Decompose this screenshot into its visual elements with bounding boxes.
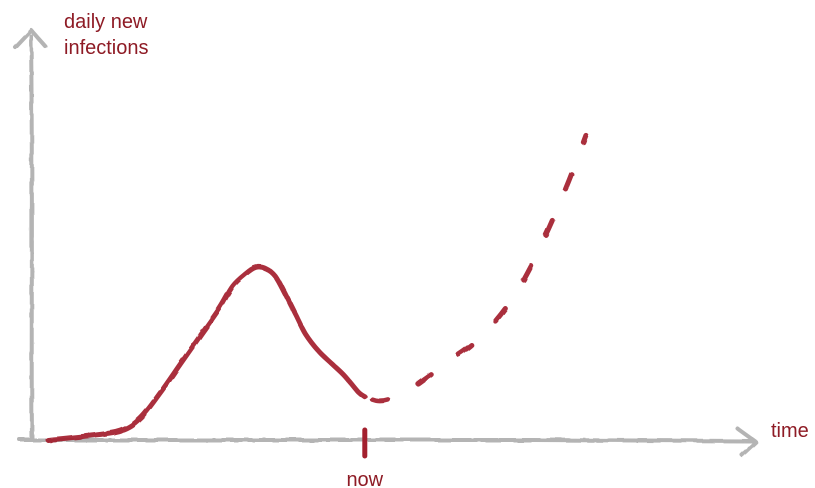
- now-marker-label: now: [346, 469, 383, 488]
- x-axis: [18, 437, 755, 443]
- x-axis-arrowhead: [736, 427, 758, 457]
- projected-infections-line: [362, 132, 589, 404]
- y-axis-label-line-2: infections: [64, 37, 149, 59]
- y-axis-label-line-1: daily new: [64, 11, 148, 33]
- y-axis-arrowhead: [13, 28, 47, 49]
- axes: [13, 28, 758, 457]
- y-axis: [29, 34, 34, 442]
- curve-layer: [45, 132, 589, 443]
- observed-infections-line: [45, 264, 368, 443]
- x-axis-label: time: [771, 420, 809, 442]
